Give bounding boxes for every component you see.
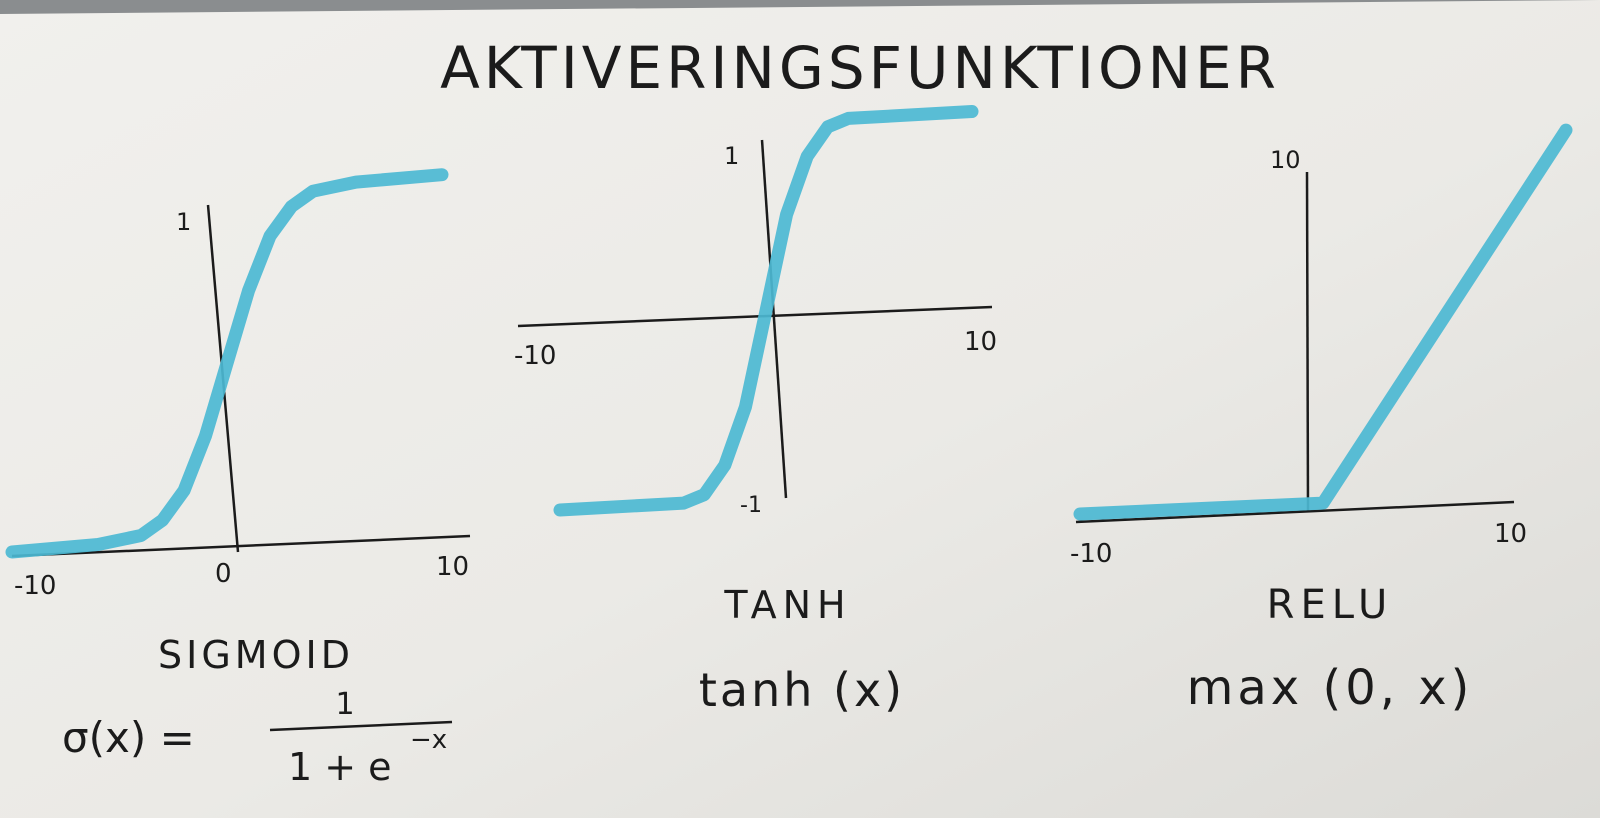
tanh-y-tick-label: 1 bbox=[724, 142, 739, 170]
tanh-x-tick-label: 10 bbox=[964, 327, 997, 357]
tanh-formula: tanh (x) bbox=[699, 663, 905, 717]
sigmoid-fraction-bar bbox=[269, 720, 453, 732]
tanh-y-tick-label: -1 bbox=[740, 493, 762, 518]
relu-x-tick-label: 10 bbox=[1494, 519, 1527, 549]
relu-formula: max (0, x) bbox=[1187, 660, 1474, 716]
sigmoid-x-tick-label: -10 bbox=[14, 571, 56, 601]
page-title: AKTIVERINGSFUNKTIONER bbox=[440, 34, 1280, 102]
relu-y-tick-label: 10 bbox=[1270, 146, 1301, 174]
sigmoid-formula-exponent: −x bbox=[410, 725, 447, 755]
relu-name: RELU bbox=[1267, 582, 1394, 628]
tanh-x-axis bbox=[517, 305, 993, 328]
sigmoid-x-tick-label: 10 bbox=[436, 552, 469, 582]
sigmoid-panel: 1 -10 0 10 SIGMOID σ(x) = 1 1 + e −x bbox=[5, 168, 471, 789]
tanh-panel: 1 -1 -10 10 TANH tanh (x) bbox=[514, 105, 997, 717]
relu-x-axis bbox=[1075, 500, 1515, 524]
sigmoid-x-tick-label: 0 bbox=[215, 559, 232, 589]
tanh-name: TANH bbox=[723, 583, 851, 627]
relu-y-axis bbox=[1305, 171, 1310, 513]
sigmoid-formula-lhs: σ(x) = bbox=[62, 713, 195, 762]
sigmoid-formula-denominator: 1 + e bbox=[288, 745, 392, 789]
tanh-x-tick-label: -10 bbox=[514, 341, 556, 371]
relu-panel: 10 -10 10 RELU max (0, x) bbox=[1070, 123, 1573, 716]
tanh-y-axis bbox=[760, 139, 788, 499]
sigmoid-name: SIGMOID bbox=[158, 633, 354, 677]
relu-x-tick-label: -10 bbox=[1070, 539, 1112, 569]
sigmoid-formula-numerator: 1 bbox=[335, 687, 354, 722]
sigmoid-x-axis bbox=[11, 534, 471, 558]
sigmoid-y-tick-label: 1 bbox=[176, 208, 191, 236]
